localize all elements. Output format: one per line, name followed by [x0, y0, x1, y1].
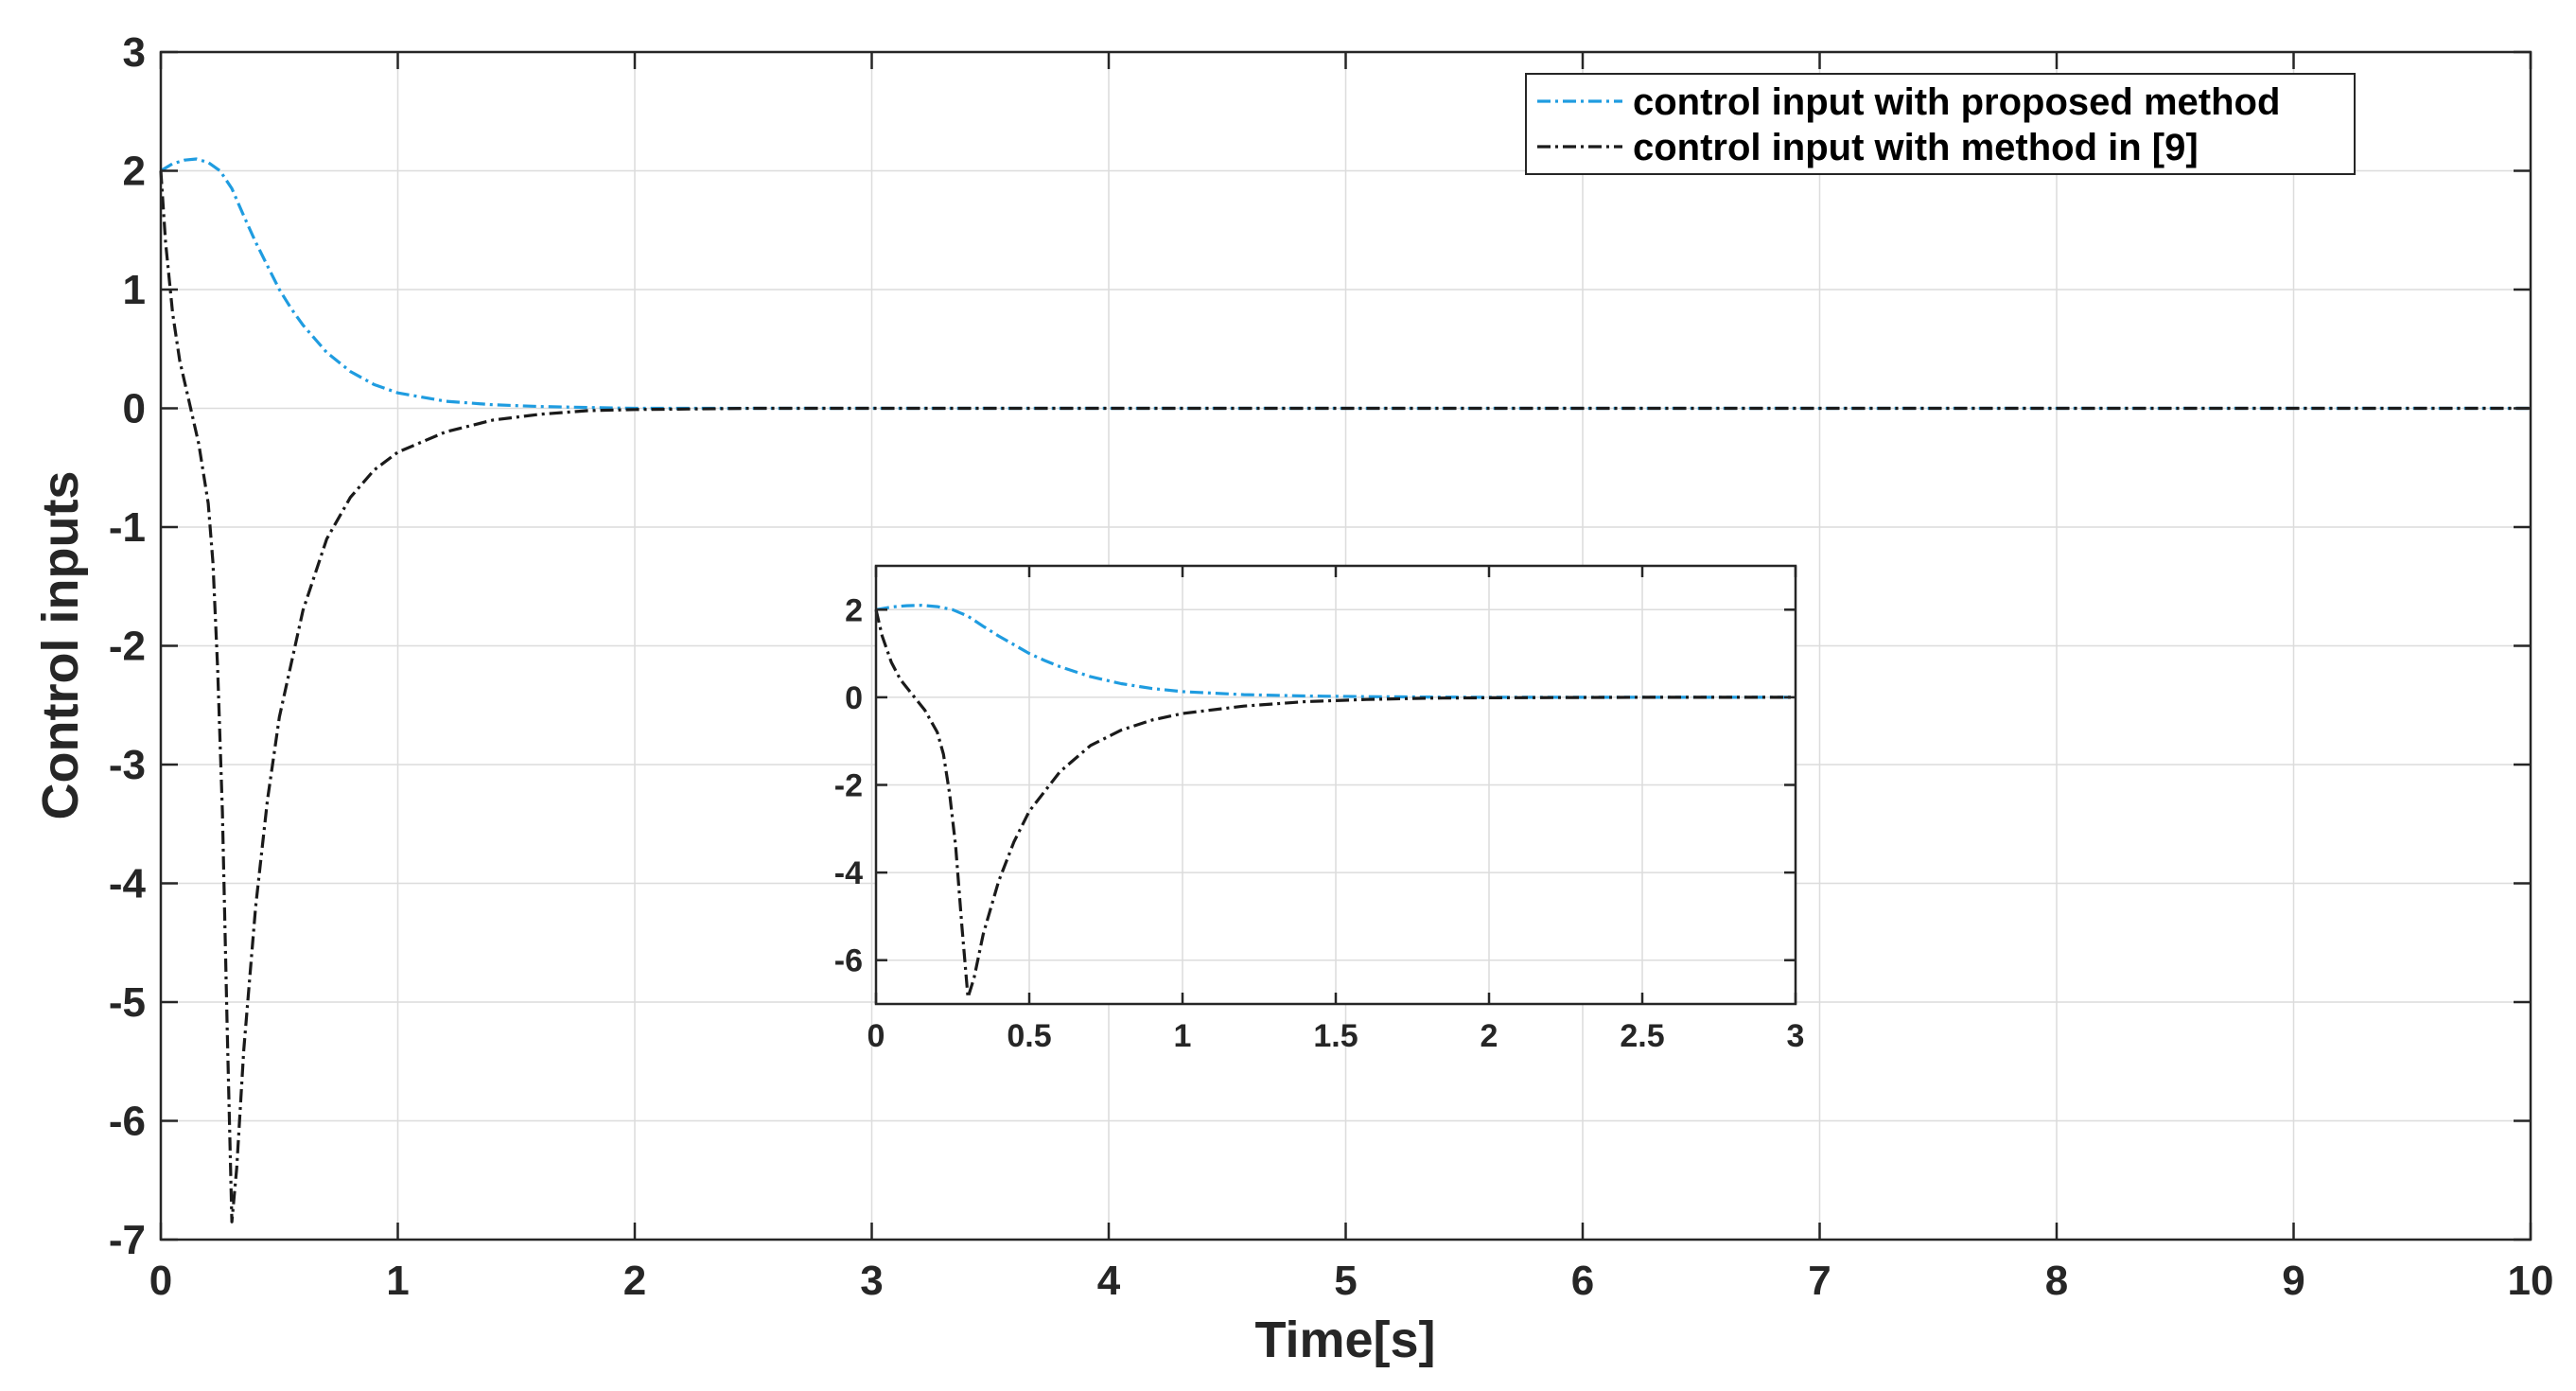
main-series-group: [159, 157, 2531, 1224]
main-x-tick-label: 3: [860, 1258, 883, 1304]
inset-x-tick-label: 1: [1174, 1018, 1192, 1054]
main-series-line-1: [159, 170, 2531, 1224]
main-x-tick-label: 10: [2508, 1258, 2554, 1304]
main-y-tick-label: -5: [109, 979, 146, 1026]
main-x-tick-label: 5: [1334, 1258, 1357, 1304]
inset-x-tick-label: 0: [867, 1018, 885, 1054]
inset-series-group: [874, 604, 1796, 999]
inset-series-line-1: [874, 608, 1796, 999]
inset-ticks: 0 0.5 1 1.5 2 2.5 3 -6 -4 -2 0 2: [834, 566, 1805, 1054]
inset-x-tick-label: 1.5: [1313, 1018, 1358, 1054]
inset-x-tick-label: 3: [1787, 1018, 1805, 1054]
inset-grid: [875, 566, 1796, 1004]
main-y-tick-label: 0: [123, 386, 146, 432]
main-y-tick-label: -4: [109, 861, 147, 907]
legend: control input with proposed method contr…: [1525, 73, 2356, 175]
inset-y-tick-label: -4: [834, 855, 863, 891]
main-x-tick-label: 7: [1808, 1258, 1831, 1304]
inset-y-tick-label: 2: [845, 592, 863, 628]
inset-y-tick-label: -6: [834, 943, 863, 979]
inset-x-tick-label: 2.5: [1620, 1018, 1664, 1054]
main-y-tick-label: 1: [123, 267, 146, 313]
main-x-tick-label: 4: [1097, 1258, 1121, 1304]
legend-box: [1525, 73, 2356, 175]
main-y-tick-label: 3: [123, 29, 146, 76]
legend-label-proposed: control input with proposed method: [1633, 81, 2280, 123]
main-y-tick-label: -2: [109, 624, 146, 670]
main-x-tick-label: 0: [149, 1258, 172, 1304]
main-y-tick-label: -3: [109, 742, 146, 788]
inset-x-tick-label: 2: [1481, 1018, 1498, 1054]
main-x-axis-label: Time[s]: [1254, 1312, 1435, 1368]
main-y-tick-label: 2: [123, 149, 146, 195]
main-x-tick-label: 8: [2045, 1258, 2068, 1304]
inset-series-line-0: [875, 604, 1796, 699]
main-y-axis-label: Control inputs: [32, 471, 89, 820]
inset-chart: 0 0.5 1 1.5 2 2.5 3 -6 -4 -2 0 2: [834, 564, 1805, 1054]
main-x-tick-label: 1: [386, 1258, 409, 1304]
main-x-tick-label: 2: [623, 1258, 646, 1304]
inset-y-tick-label: 0: [845, 680, 863, 716]
main-x-tick-label: 9: [2282, 1258, 2304, 1304]
legend-label-method9: control input with method in [9]: [1633, 127, 2199, 168]
inset-y-tick-label: -2: [834, 768, 863, 804]
main-y-tick-label: -1: [109, 504, 146, 551]
main-x-tick-label: 6: [1571, 1258, 1594, 1304]
main-y-tick-label: -7: [109, 1217, 146, 1263]
inset-x-tick-label: 0.5: [1007, 1018, 1051, 1054]
main-y-tick-label: -6: [109, 1099, 146, 1145]
